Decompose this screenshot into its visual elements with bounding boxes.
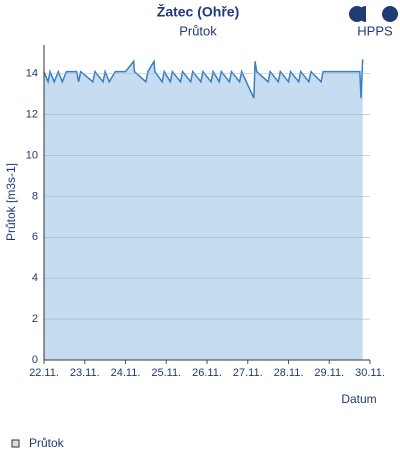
x-tick-label: 25.11.	[151, 367, 181, 379]
y-tick-label: 6	[32, 231, 38, 243]
x-tick-label: 24.11.	[111, 367, 141, 379]
legend-swatch	[11, 439, 20, 448]
x-axis-label: Datum	[341, 392, 376, 406]
y-tick-label: 0	[32, 354, 38, 366]
y-tick-label: 4	[32, 272, 38, 284]
logo: HPPS	[349, 6, 398, 38]
chart-title: Žatec (Ohře)	[157, 3, 239, 20]
y-tick-label: 10	[26, 149, 38, 161]
line	[43, 58, 364, 99]
y-tick-label: 12	[26, 108, 38, 120]
chart-subtitle: Průtok	[179, 23, 217, 38]
area	[44, 59, 363, 361]
x-tick-label: 22.11.	[29, 367, 59, 379]
y-tick-label: 14	[26, 68, 38, 80]
brand: HPPS	[357, 23, 393, 38]
x-tick-label: 29.11.	[314, 367, 344, 379]
y-tick-label: 8	[32, 190, 38, 202]
y-tick-label: 2	[32, 313, 38, 325]
x-tick-label: 30.11.	[355, 367, 385, 379]
x-tick-label: 27.11.	[233, 367, 263, 379]
x-tick-label: 26.11.	[192, 367, 222, 379]
legend-label: Průtok	[29, 436, 65, 450]
x-tick-label: 23.11.	[70, 367, 100, 379]
y-axis-label: Průtok [m3s-1]	[4, 163, 18, 241]
x-tick-label: 28.11.	[274, 367, 304, 379]
